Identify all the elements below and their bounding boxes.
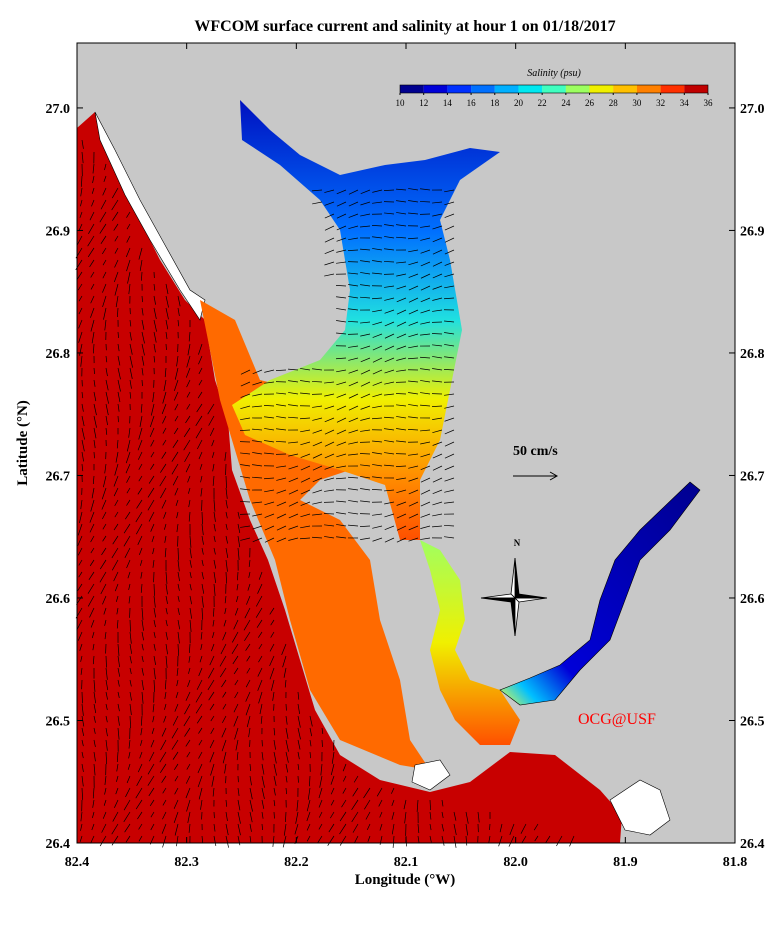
north-label: N	[514, 538, 521, 548]
colorbar-tick-label: 18	[490, 98, 500, 108]
x-tick-label: 82.3	[174, 855, 199, 870]
colorbar-tick-label: 14	[443, 98, 453, 108]
colorbar-segment	[518, 85, 542, 93]
y-tick-label: 26.8	[46, 347, 71, 362]
credit: OCG@USF	[578, 711, 656, 728]
colorbar-segment	[495, 85, 519, 93]
colorbar-segment	[447, 85, 471, 93]
y-axis-label: Latitude (°N)	[15, 400, 31, 486]
y-tick-label-right: 27.0	[740, 102, 765, 117]
colorbar-tick-label: 16	[467, 98, 477, 108]
colorbar-segment	[661, 85, 685, 93]
colorbar-tick-label: 12	[419, 98, 428, 108]
colorbar-segment	[590, 85, 614, 93]
x-axis-label: Longitude (°W)	[355, 872, 456, 888]
colorbar-tick-label: 30	[632, 98, 642, 108]
vector	[82, 692, 83, 703]
y-tick-label-right: 26.4	[740, 837, 765, 852]
x-tick-label: 82.1	[394, 855, 419, 870]
y-tick-label-right: 26.8	[740, 347, 765, 362]
y-tick-label-right: 26.7	[740, 469, 765, 484]
x-tick-label: 81.9	[613, 855, 638, 870]
colorbar-tick-label: 22	[538, 98, 547, 108]
colorbar-tick-label: 36	[704, 98, 714, 108]
colorbar-tick-label: 10	[396, 98, 406, 108]
x-tick-label: 82.2	[284, 855, 309, 870]
colorbar-segment	[400, 85, 424, 93]
title: WFCOM surface current and salinity at ho…	[194, 18, 615, 35]
y-tick-label: 26.5	[46, 714, 71, 729]
x-tick-label: 82.4	[65, 855, 90, 870]
colorbar-tick-label: 20	[514, 98, 524, 108]
colorbar-tick-label: 26	[585, 98, 595, 108]
colorbar-tick-label: 34	[680, 98, 690, 108]
colorbar-tick-label: 32	[656, 98, 665, 108]
y-tick-label-right: 26.5	[740, 714, 765, 729]
colorbar-segment	[684, 85, 708, 93]
y-tick-label: 26.9	[46, 224, 71, 239]
y-tick-label: 27.0	[46, 102, 71, 117]
scale-label: 50 cm/s	[513, 444, 558, 459]
y-tick-label: 26.6	[46, 592, 71, 607]
x-tick-label: 81.8	[723, 855, 748, 870]
colorbar-segment	[613, 85, 637, 93]
colorbar-segment	[424, 85, 448, 93]
y-tick-label: 26.7	[46, 469, 71, 484]
y-tick-label-right: 26.6	[740, 592, 765, 607]
colorbar-segment	[637, 85, 661, 93]
colorbar-segment	[542, 85, 566, 93]
colorbar-tick-label: 28	[609, 98, 619, 108]
colorbar-segment	[566, 85, 590, 93]
colorbar-tick-label: 24	[561, 98, 571, 108]
y-tick-label-right: 26.9	[740, 224, 765, 239]
x-tick-label: 82.0	[503, 855, 528, 870]
colorbar-label: Salinity (psu)	[527, 68, 581, 79]
y-tick-label: 26.4	[46, 837, 71, 852]
colorbar-segment	[471, 85, 495, 93]
